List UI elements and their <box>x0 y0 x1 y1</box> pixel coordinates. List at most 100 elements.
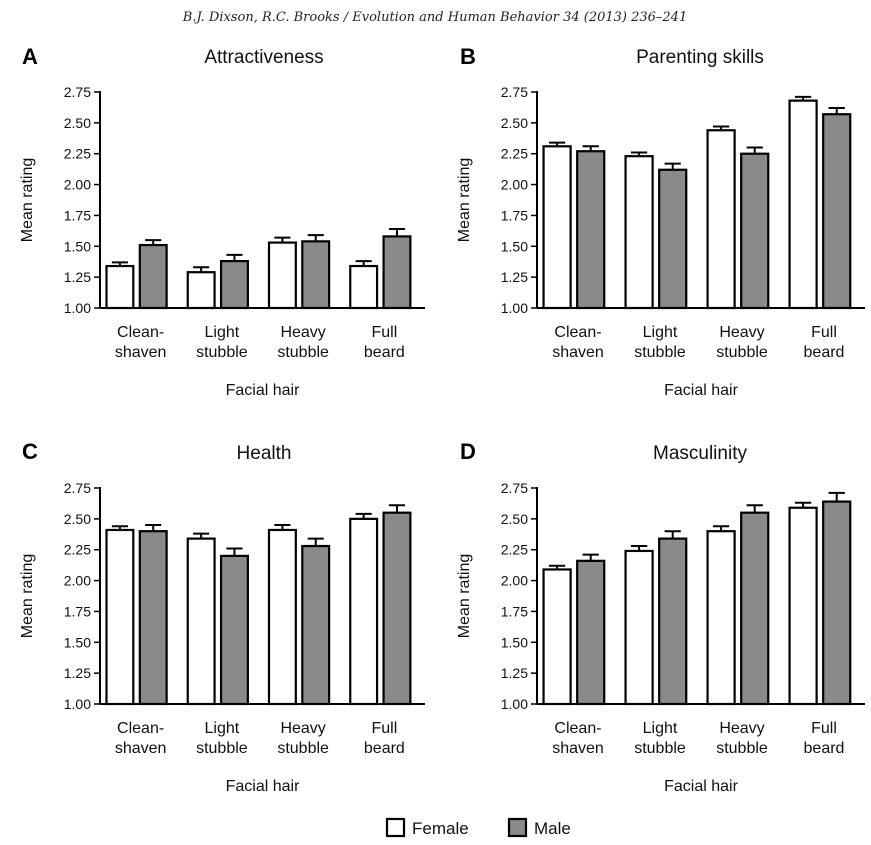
x-axis-label: Facial hair <box>664 382 738 399</box>
bar-female <box>105 528 135 706</box>
legend-swatch-male <box>507 817 528 838</box>
x-tick-label-line: Heavy <box>280 324 325 341</box>
bar-male <box>301 240 331 310</box>
y-tick-label: 1.00 <box>501 300 528 316</box>
y-tick-label: 1.75 <box>64 603 91 619</box>
bar-male <box>658 537 688 706</box>
bar-male <box>382 235 412 310</box>
y-axis-label: Mean rating <box>456 158 473 243</box>
bar-female <box>105 264 135 310</box>
legend-swatch-female <box>385 817 406 838</box>
y-tick-label: 1.25 <box>64 269 91 285</box>
bar-female <box>267 528 297 706</box>
panel-d: D Masculinity 1.00 1.25 1.50 1.75 2.00 2.25 2.50… <box>456 439 865 795</box>
y-tick-label: 1.00 <box>501 696 528 712</box>
y-tick-label: 2.25 <box>64 146 91 162</box>
y-axis-label: Mean rating <box>19 158 36 243</box>
y-tick-label: 2.50 <box>64 511 91 527</box>
bar-female <box>788 99 818 310</box>
panel-letter: C <box>22 439 38 464</box>
bar-female <box>624 155 654 310</box>
x-tick-label-line: stubble <box>196 740 248 757</box>
x-tick-label-line: Heavy <box>719 324 764 341</box>
x-axis-label: Facial hair <box>226 382 300 399</box>
legend-label-male: Male <box>534 819 571 838</box>
bar-male <box>382 511 412 706</box>
y-axis-label: Mean rating <box>19 554 36 639</box>
panel-a: A Attractiveness 1.00 1.25 1.50 1.75 2.00 2.25 2… <box>19 44 425 399</box>
bar-male <box>822 500 852 706</box>
y-tick-label: 1.50 <box>501 238 528 254</box>
x-tick-label-line: Clean- <box>117 720 164 737</box>
x-tick-label: Clean-shaven <box>552 720 604 757</box>
x-tick-label: Full beard <box>804 720 845 757</box>
y-tick-label: 1.50 <box>64 634 91 650</box>
panel-title: Masculinity <box>653 443 747 464</box>
x-tick-label-line: Clean- <box>554 720 601 737</box>
bar-female <box>267 241 297 310</box>
y-tick-label: 2.75 <box>64 84 91 100</box>
x-tick-label-line: shaven <box>552 740 604 757</box>
bar-male <box>740 152 770 310</box>
panel-title: Parenting skills <box>636 47 764 68</box>
bar-female <box>542 568 572 706</box>
x-tick-label: Full beard <box>364 720 405 757</box>
y-tick-label: 2.25 <box>501 542 528 558</box>
bar-male <box>301 544 331 706</box>
y-tick-label: 2.00 <box>501 177 528 193</box>
bar-male <box>138 243 168 310</box>
y-tick-label: 2.00 <box>64 573 91 589</box>
bar-male <box>219 259 249 310</box>
x-tick-label: Full beard <box>364 324 405 361</box>
panel-c: C Health 1.00 1.25 1.50 1.75 2.00 2.25 2.50 2.75 M… <box>19 439 425 795</box>
x-tick-label-line: Light <box>205 720 240 737</box>
x-tick-label-line: Light <box>205 324 240 341</box>
panel-title: Attractiveness <box>204 47 323 68</box>
x-tick-label-line: shaven <box>552 344 604 361</box>
y-axis-label: Mean rating <box>456 554 473 639</box>
y-tick-label: 2.50 <box>501 115 528 131</box>
bar-female <box>349 517 379 706</box>
panel-letter: D <box>460 439 476 464</box>
bar-female <box>186 271 216 310</box>
y-tick-label: 2.25 <box>64 542 91 558</box>
x-tick-label-line: stubble <box>716 344 768 361</box>
x-tick-label: Heavy stubble <box>716 720 768 757</box>
x-tick-label-line: Clean- <box>554 324 601 341</box>
x-tick-label: Clean-shaven <box>115 324 167 361</box>
bar-male <box>576 559 606 706</box>
x-tick-label-line: beard <box>364 740 405 757</box>
x-tick-label-line: beard <box>804 740 845 757</box>
legend-label-female: Female <box>412 819 469 838</box>
y-tick-label: 2.00 <box>501 573 528 589</box>
y-tick-label: 2.50 <box>64 115 91 131</box>
x-tick-label-line: Full <box>371 720 397 737</box>
y-tick-label: 1.75 <box>501 207 528 223</box>
y-tick-label: 2.75 <box>64 480 91 496</box>
y-tick-label: 1.25 <box>501 269 528 285</box>
y-tick-label: 1.00 <box>64 300 91 316</box>
bar-female <box>624 549 654 706</box>
x-tick-label-line: stubble <box>196 344 248 361</box>
x-tick-label-line: beard <box>364 344 405 361</box>
y-tick-label: 2.50 <box>501 511 528 527</box>
bar-female <box>349 264 379 310</box>
y-tick-label: 1.50 <box>501 634 528 650</box>
x-tick-label: Full beard <box>804 324 845 361</box>
x-tick-label-line: stubble <box>277 740 329 757</box>
y-tick-label: 2.75 <box>501 480 528 496</box>
x-tick-label: Clean-shaven <box>552 324 604 361</box>
bar-female <box>706 530 736 706</box>
x-tick-label-line: stubble <box>634 344 686 361</box>
x-tick-label-line: shaven <box>115 344 167 361</box>
bar-male <box>740 511 770 706</box>
x-tick-label-line: stubble <box>277 344 329 361</box>
bar-male <box>658 168 688 310</box>
bar-female <box>542 145 572 310</box>
x-tick-label: Heavy stubble <box>277 324 329 361</box>
y-tick-label: 2.00 <box>64 177 91 193</box>
x-tick-label: Heavy stubble <box>716 324 768 361</box>
x-tick-label-line: Full <box>811 720 837 737</box>
y-tick-label: 1.00 <box>64 696 91 712</box>
x-tick-label-line: shaven <box>115 740 167 757</box>
